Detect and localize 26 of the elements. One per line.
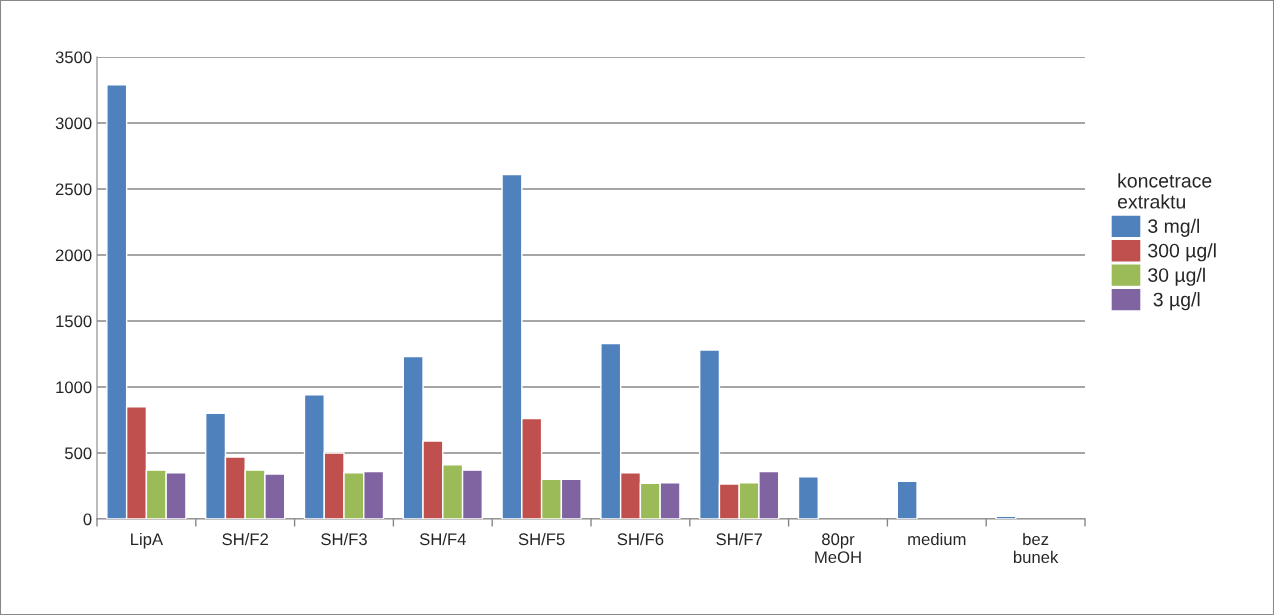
x-tick-label: LipA — [131, 532, 164, 549]
legend-label: 3 mg/l — [1148, 218, 1200, 237]
y-tick-label: 500 — [65, 447, 92, 460]
y-tick-label: 2500 — [55, 183, 92, 196]
y-tick-label: 1000 — [56, 381, 92, 394]
x-tick-label: SH/F5 — [518, 532, 565, 546]
bar — [995, 515, 1017, 519]
y-tick-label: 2000 — [55, 249, 92, 262]
legend-label: 30 µg/l — [1148, 267, 1205, 286]
y-tick-label: 3500 — [55, 51, 92, 64]
bar — [797, 476, 819, 519]
x-tick-label: SH/F4 — [419, 532, 466, 546]
y-tick-label: 1500 — [56, 315, 92, 328]
x-tick-label: 80pr MeOH — [815, 533, 861, 564]
x-tick-label: medium — [908, 532, 966, 546]
y-tick-label: 3000 — [55, 117, 92, 130]
legend-title: koncetrace extraktu — [1117, 173, 1212, 209]
x-tick-label: SH/F7 — [716, 532, 762, 546]
x-tick-label: SH/F6 — [617, 532, 664, 546]
legend-label: 3 µg/l — [1153, 292, 1200, 311]
x-tick-label: bez bunek — [1013, 532, 1059, 564]
x-tick-label: SH/F3 — [321, 532, 367, 546]
y-tick-label: 0 — [83, 513, 92, 526]
legend-label: 300 µg/l — [1148, 243, 1216, 262]
bar — [896, 480, 918, 519]
x-tick-label: SH/F2 — [222, 532, 268, 546]
